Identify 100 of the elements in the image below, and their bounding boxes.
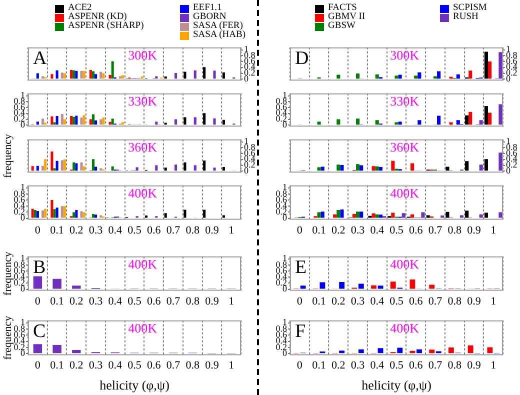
legend-label: GBSW bbox=[328, 21, 356, 31]
bar bbox=[63, 206, 66, 218]
x-tick-label: 0 bbox=[296, 295, 303, 308]
bar bbox=[36, 122, 39, 125]
bar bbox=[42, 118, 44, 125]
bar bbox=[397, 348, 403, 354]
bar bbox=[213, 70, 216, 79]
bar bbox=[70, 116, 73, 125]
bar bbox=[340, 209, 344, 218]
bar bbox=[63, 73, 66, 79]
bar bbox=[72, 70, 76, 79]
x-tick-label: 1 bbox=[490, 295, 496, 308]
bar bbox=[421, 212, 425, 218]
bar bbox=[53, 168, 56, 171]
bar bbox=[56, 208, 58, 218]
bar bbox=[60, 72, 64, 79]
x-tick-label: 0 bbox=[34, 224, 41, 236]
annotation: E bbox=[295, 256, 307, 278]
y-axis-title: frequency bbox=[2, 134, 14, 178]
bar bbox=[410, 163, 414, 171]
x-tick-label: 1 bbox=[228, 360, 234, 372]
legend-label: FACTS bbox=[328, 3, 357, 13]
bar bbox=[460, 215, 464, 218]
legend-label: SASA (HAB) bbox=[193, 30, 246, 40]
x-tick-label: 0.1 bbox=[312, 295, 326, 308]
x-tick-label: 0.1 bbox=[312, 224, 326, 236]
x-tick-label: 0.1 bbox=[50, 360, 64, 372]
chart-title: 300K bbox=[390, 47, 420, 62]
bar bbox=[70, 70, 73, 79]
x-tick-label: 0.6 bbox=[408, 224, 424, 236]
bar bbox=[378, 167, 382, 171]
chart-title: 400K bbox=[128, 320, 158, 336]
annotation: F bbox=[295, 320, 306, 342]
x-tick-label: 1 bbox=[228, 295, 234, 308]
x-tick-label: 0.4 bbox=[108, 224, 123, 236]
bar bbox=[222, 167, 225, 171]
x-tick-label: 0.9 bbox=[467, 295, 482, 308]
legend-label: RUSH bbox=[453, 12, 478, 22]
x-tick-label: 0.3 bbox=[88, 224, 104, 236]
bar bbox=[222, 215, 225, 218]
bar bbox=[89, 119, 92, 125]
bar bbox=[194, 165, 196, 171]
bar bbox=[414, 76, 418, 79]
bar bbox=[465, 210, 469, 218]
bar bbox=[80, 70, 83, 79]
bar bbox=[80, 117, 83, 125]
bar bbox=[394, 76, 398, 79]
annotation: C bbox=[33, 320, 46, 342]
bar bbox=[108, 75, 112, 79]
x-tick-label: 0.9 bbox=[205, 360, 220, 372]
bar bbox=[111, 118, 114, 125]
x-tick-label: 0.5 bbox=[390, 224, 404, 236]
bar bbox=[33, 276, 42, 289]
bar bbox=[488, 112, 492, 125]
x-tick-label: 0.9 bbox=[467, 360, 482, 372]
chart-title: 300K bbox=[128, 47, 158, 62]
bar bbox=[42, 166, 44, 171]
x-tick-label: 0.2 bbox=[70, 295, 84, 308]
bar bbox=[82, 166, 86, 171]
bar bbox=[50, 74, 54, 79]
bar bbox=[53, 209, 56, 218]
bar bbox=[339, 350, 345, 354]
bar bbox=[56, 70, 58, 79]
bar bbox=[356, 118, 360, 125]
bar bbox=[498, 52, 502, 79]
bar bbox=[410, 280, 416, 289]
bar bbox=[31, 208, 34, 218]
x-tick-label: 0.7 bbox=[166, 360, 181, 372]
bar bbox=[449, 122, 453, 125]
bar bbox=[418, 120, 422, 125]
x-tick-label: 0.5 bbox=[128, 295, 142, 308]
x-tick-label: 0.8 bbox=[448, 295, 462, 308]
bar bbox=[36, 166, 39, 171]
bar bbox=[72, 116, 76, 125]
legend-label: GBMV II bbox=[328, 12, 366, 22]
bar bbox=[42, 210, 44, 218]
bar bbox=[34, 210, 36, 218]
bar bbox=[358, 349, 364, 354]
chart-title: 400K bbox=[128, 185, 158, 200]
bar bbox=[465, 115, 469, 125]
bar bbox=[487, 347, 493, 354]
bar bbox=[391, 212, 395, 218]
bar bbox=[426, 215, 430, 218]
bar bbox=[36, 73, 39, 79]
bar bbox=[94, 214, 98, 218]
bar bbox=[31, 166, 34, 171]
bar bbox=[63, 159, 66, 171]
x-tick-label: 0.3 bbox=[88, 360, 104, 372]
x-tick-label: 0.6 bbox=[408, 360, 424, 372]
bar bbox=[60, 206, 64, 218]
x-tick-label: 0 bbox=[296, 360, 303, 372]
annotation: A bbox=[33, 48, 47, 69]
bar bbox=[72, 212, 76, 218]
x-tick-label: 0.2 bbox=[332, 295, 346, 308]
x-tick-label: 0 bbox=[34, 360, 41, 372]
chart-title: 360K bbox=[390, 139, 420, 154]
bar bbox=[402, 213, 406, 218]
bar bbox=[375, 120, 379, 125]
x-tick-label: 0.9 bbox=[205, 295, 220, 308]
bar bbox=[82, 212, 86, 218]
